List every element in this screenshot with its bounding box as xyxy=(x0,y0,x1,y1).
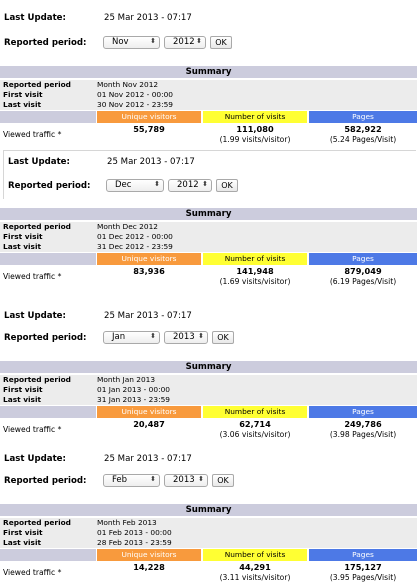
last-visit-row: Last visit 31 Dec 2012 - 23:59 xyxy=(0,242,417,252)
last-update-label: Last Update: xyxy=(4,13,66,23)
ok-button[interactable]: OK xyxy=(212,331,234,344)
pages-header: Pages xyxy=(309,406,417,418)
last-update-value: 25 Mar 2013 - 07:17 xyxy=(107,157,195,167)
number-of-visits-header: Number of visits xyxy=(203,549,307,561)
select-arrows-icon: ⬍ xyxy=(198,332,204,340)
reported-period-row: Reported period Month Feb 2013 xyxy=(0,518,417,528)
select-arrows-icon: ⬍ xyxy=(150,332,156,340)
last-visit-row: Last visit 28 Feb 2013 - 23:59 xyxy=(0,538,417,548)
last-visit-row: Last visit 30 Nov 2012 - 23:59 xyxy=(0,100,417,110)
unique-visitors-value: 20,487 xyxy=(133,419,165,429)
number-of-visits-header: Number of visits xyxy=(203,111,307,123)
summary-title: Summary xyxy=(0,208,417,220)
pages-per-visit: (5.24 Pages/Visit) xyxy=(329,135,397,144)
ok-button[interactable]: OK xyxy=(216,179,238,192)
month-select[interactable]: Nov ⬍ xyxy=(103,36,160,49)
viewed-traffic-label: Viewed traffic * xyxy=(3,425,62,434)
viewed-traffic-row: Viewed traffic * 55,789 111,080 (1.99 vis… xyxy=(0,124,417,146)
pages-per-visit: (6.19 Pages/Visit) xyxy=(329,277,397,286)
month-select[interactable]: Jan ⬍ xyxy=(103,331,160,344)
month-select[interactable]: Feb ⬍ xyxy=(103,474,160,487)
unique-visitors-header: Unique visitors xyxy=(97,406,201,418)
reported-period-row: Reported period Month Jan 2013 xyxy=(0,375,417,385)
pages-value: 249,786 xyxy=(344,419,382,429)
select-arrows-icon: ⬍ xyxy=(196,37,202,45)
metrics-header-row: Unique visitors Number of visits Pages xyxy=(0,406,417,418)
number-of-visits-header: Number of visits xyxy=(203,253,307,265)
summary-title: Summary xyxy=(0,66,417,78)
metrics-header-row: Unique visitors Number of visits Pages xyxy=(0,111,417,123)
viewed-traffic-label: Viewed traffic * xyxy=(3,568,62,577)
year-select[interactable]: 2013 ⬍ xyxy=(164,331,208,344)
unique-visitors-value: 14,228 xyxy=(133,562,165,572)
pages-header: Pages xyxy=(309,111,417,123)
unique-visitors-header: Unique visitors xyxy=(97,549,201,561)
select-arrows-icon: ⬍ xyxy=(198,475,204,483)
year-select[interactable]: 2012 ⬍ xyxy=(164,36,206,49)
visits-per-visitor: (3.06 visits/visitor) xyxy=(219,430,291,439)
pages-header: Pages xyxy=(309,253,417,265)
period-section-jan-2013: Last Update: 25 Mar 2013 - 07:17 Reporte… xyxy=(0,300,417,360)
last-update-label: Last Update: xyxy=(4,311,66,321)
first-visit-row: First visit 01 Jan 2013 - 00:00 xyxy=(0,385,417,395)
visits-value: 141,948 xyxy=(236,266,274,276)
reported-period-label: Reported period: xyxy=(4,476,87,486)
reported-period-label: Reported period: xyxy=(4,38,87,48)
pages-value: 175,127 xyxy=(344,562,382,572)
period-section-nov-2012: Last Update: 25 Mar 2013 - 07:17 Reporte… xyxy=(0,0,417,148)
year-select[interactable]: 2012 ⬍ xyxy=(168,179,212,192)
metrics-header-row: Unique visitors Number of visits Pages xyxy=(0,253,417,265)
period-section-dec-2012: Last Update: 25 Mar 2013 - 07:17 Reporte… xyxy=(3,150,416,199)
visits-value: 44,291 xyxy=(239,562,271,572)
metrics-header-row: Unique visitors Number of visits Pages xyxy=(0,549,417,561)
visits-per-visitor: (1.99 visits/visitor) xyxy=(219,135,291,144)
ok-button[interactable]: OK xyxy=(212,474,234,487)
last-visit-row: Last visit 31 Jan 2013 - 23:59 xyxy=(0,395,417,405)
first-visit-row: First visit 01 Feb 2013 - 00:00 xyxy=(0,528,417,538)
viewed-traffic-row: Viewed traffic * 14,228 44,291 (3.11 visi… xyxy=(0,562,417,584)
month-select[interactable]: Dec ⬍ xyxy=(106,179,164,192)
ok-button[interactable]: OK xyxy=(210,36,232,49)
reported-period-row: Reported period Month Dec 2012 xyxy=(0,222,417,232)
viewed-traffic-label: Viewed traffic * xyxy=(3,272,62,281)
pages-value: 582,922 xyxy=(344,124,382,134)
last-update-value: 25 Mar 2013 - 07:17 xyxy=(104,311,192,321)
visits-value: 111,080 xyxy=(236,124,274,134)
pages-per-visit: (3.95 Pages/Visit) xyxy=(329,573,397,582)
visits-value: 62,714 xyxy=(239,419,271,429)
unique-visitors-header: Unique visitors xyxy=(97,111,201,123)
select-arrows-icon: ⬍ xyxy=(154,180,160,188)
visits-per-visitor: (1.69 visits/visitor) xyxy=(219,277,291,286)
number-of-visits-header: Number of visits xyxy=(203,406,307,418)
select-arrows-icon: ⬍ xyxy=(202,180,208,188)
summary-title: Summary xyxy=(0,361,417,373)
unique-visitors-header: Unique visitors xyxy=(97,253,201,265)
period-section-feb-2013: Last Update: 25 Mar 2013 - 07:17 Reporte… xyxy=(0,448,417,498)
last-update-label: Last Update: xyxy=(4,454,66,464)
reported-period-row: Reported period Month Nov 2012 xyxy=(0,80,417,90)
viewed-traffic-row: Viewed traffic * 20,487 62,714 (3.06 visi… xyxy=(0,419,417,441)
reported-period-label: Reported period: xyxy=(4,333,87,343)
visits-per-visitor: (3.11 visits/visitor) xyxy=(219,573,291,582)
viewed-traffic-label: Viewed traffic * xyxy=(3,130,62,139)
summary-title: Summary xyxy=(0,504,417,516)
pages-header: Pages xyxy=(309,549,417,561)
first-visit-row: First visit 01 Dec 2012 - 00:00 xyxy=(0,232,417,242)
pages-per-visit: (3.98 Pages/Visit) xyxy=(329,430,397,439)
select-arrows-icon: ⬍ xyxy=(150,37,156,45)
viewed-traffic-row: Viewed traffic * 83,936 141,948 (1.69 vis… xyxy=(0,266,417,288)
pages-value: 879,049 xyxy=(344,266,382,276)
last-update-value: 25 Mar 2013 - 07:17 xyxy=(104,13,192,23)
reported-period-label: Reported period: xyxy=(8,181,91,191)
first-visit-row: First visit 01 Nov 2012 - 00:00 xyxy=(0,90,417,100)
last-update-label: Last Update: xyxy=(8,157,70,167)
unique-visitors-value: 55,789 xyxy=(133,124,165,134)
last-update-value: 25 Mar 2013 - 07:17 xyxy=(104,454,192,464)
unique-visitors-value: 83,936 xyxy=(133,266,165,276)
year-select[interactable]: 2013 ⬍ xyxy=(164,474,208,487)
select-arrows-icon: ⬍ xyxy=(150,475,156,483)
